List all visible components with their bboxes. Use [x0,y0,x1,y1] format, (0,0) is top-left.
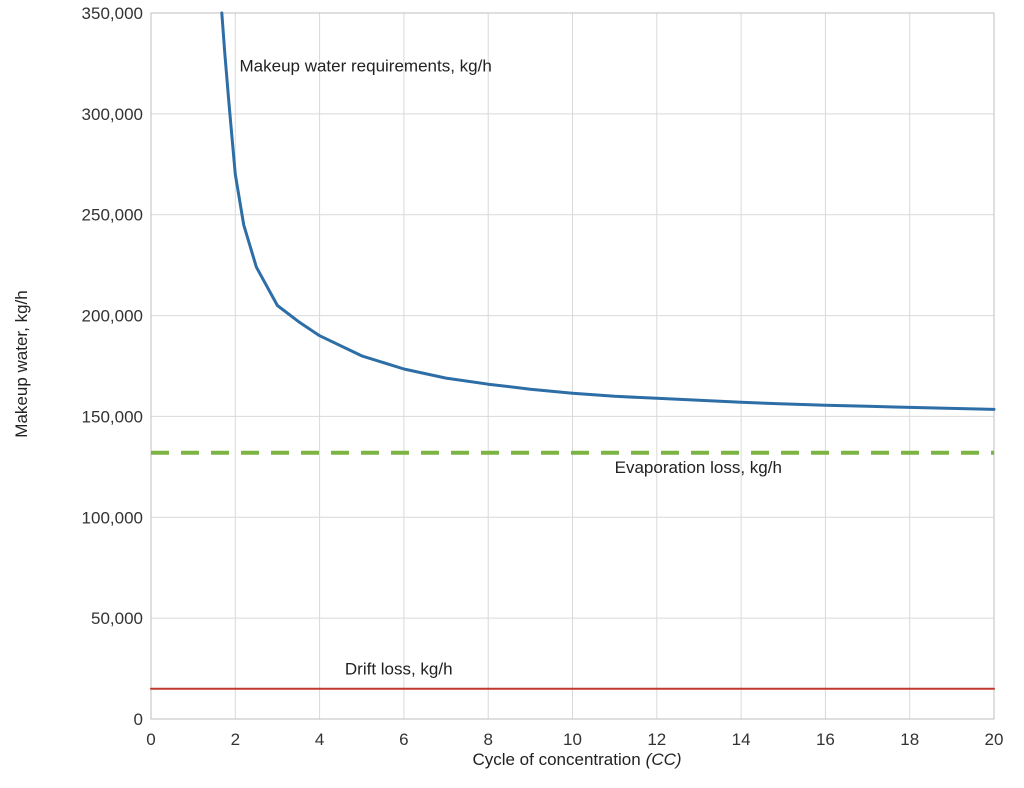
annotations: Makeup water requirements, kg/h Evaporati… [240,56,782,678]
series-layer [150,11,996,690]
x-tick-label: 18 [900,730,919,749]
annotation-makeup-water-requirements-kg-h: Makeup water requirements, kg/h [240,56,492,75]
y-tick-label: 50,000 [91,609,143,628]
y-axis-title: Makeup water, kg/h [12,290,31,437]
x-tick-label: 16 [816,730,835,749]
y-tick-label: 300,000 [82,105,143,124]
x-tick-label: 10 [563,730,582,749]
x-tick-label: 4 [315,730,324,749]
x-tick-label: 14 [732,730,751,749]
tick-labels: 0 2 4 6 8 10 12 14 16 18 20 0 50,000 100,000 150,000 20… [82,4,1004,749]
y-tick-label: 350,000 [82,4,143,23]
y-tick-label: 100,000 [82,508,143,527]
annotation-evaporation-loss-kg-h: Evaporation loss, kg/h [615,458,782,477]
x-tick-label: 8 [483,730,492,749]
x-tick-label: 0 [146,730,155,749]
x-tick-label: 12 [647,730,666,749]
y-tick-label: 0 [134,710,143,729]
annotation-drift-loss-kg-h: Drift loss, kg/h [345,660,453,679]
x-tick-label: 20 [985,730,1004,749]
x-tick-label: 2 [231,730,240,749]
x-axis-title: Cycle of concentration (CC) [472,750,681,769]
x-axis-title-suffix: (CC) [646,750,682,769]
x-tick-label: 6 [399,730,408,749]
y-tick-label: 250,000 [82,206,143,225]
x-axis-title-main: Cycle of concentration [472,750,640,769]
plot-frame [150,12,995,720]
y-tick-label: 150,000 [82,407,143,426]
grid [150,12,995,720]
y-tick-label: 200,000 [82,307,143,326]
series-makeup-water-requirements-kg-h [220,11,996,411]
